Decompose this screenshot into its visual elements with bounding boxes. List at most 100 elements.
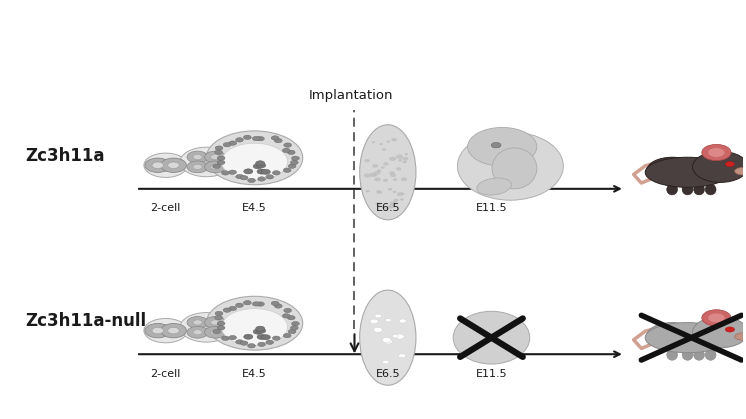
Circle shape	[187, 326, 208, 338]
Circle shape	[253, 164, 263, 169]
Circle shape	[372, 142, 375, 143]
Circle shape	[272, 136, 279, 140]
Circle shape	[223, 142, 231, 147]
Ellipse shape	[647, 157, 698, 183]
Circle shape	[272, 171, 280, 175]
Circle shape	[257, 169, 266, 174]
Circle shape	[282, 148, 290, 153]
Circle shape	[377, 191, 380, 192]
Circle shape	[401, 178, 407, 181]
Circle shape	[193, 164, 202, 169]
Circle shape	[217, 156, 225, 160]
Circle shape	[491, 142, 501, 148]
Circle shape	[258, 342, 266, 347]
Circle shape	[222, 143, 287, 180]
Circle shape	[398, 193, 403, 196]
Circle shape	[215, 316, 222, 320]
Circle shape	[213, 329, 220, 334]
Circle shape	[283, 334, 291, 338]
Ellipse shape	[694, 184, 704, 195]
Circle shape	[403, 161, 407, 163]
Circle shape	[152, 327, 163, 334]
Circle shape	[370, 173, 377, 177]
Circle shape	[160, 323, 186, 338]
Circle shape	[217, 326, 225, 330]
Circle shape	[283, 168, 291, 172]
Ellipse shape	[360, 290, 416, 385]
Text: E11.5: E11.5	[476, 203, 507, 213]
Circle shape	[248, 344, 255, 348]
Circle shape	[365, 159, 369, 162]
Text: E4.5: E4.5	[242, 369, 267, 379]
Circle shape	[236, 340, 243, 344]
Circle shape	[405, 153, 408, 155]
Circle shape	[222, 171, 229, 175]
Circle shape	[390, 174, 396, 177]
Circle shape	[215, 150, 222, 154]
Circle shape	[377, 170, 381, 172]
Text: Zc3h11a-null: Zc3h11a-null	[25, 312, 146, 330]
Circle shape	[366, 190, 369, 192]
Circle shape	[261, 335, 270, 340]
Circle shape	[398, 159, 402, 161]
Circle shape	[386, 339, 392, 342]
Circle shape	[692, 317, 746, 348]
Circle shape	[236, 303, 243, 308]
Circle shape	[168, 327, 179, 334]
Circle shape	[382, 337, 391, 342]
Circle shape	[210, 330, 220, 335]
Ellipse shape	[647, 323, 698, 349]
Circle shape	[288, 329, 296, 334]
Circle shape	[372, 164, 378, 168]
Circle shape	[282, 314, 290, 318]
Circle shape	[213, 164, 220, 168]
Circle shape	[256, 326, 265, 331]
Circle shape	[395, 334, 404, 339]
Circle shape	[180, 147, 233, 177]
Circle shape	[244, 169, 253, 174]
Circle shape	[394, 199, 398, 202]
Circle shape	[725, 162, 735, 167]
Circle shape	[240, 341, 248, 345]
Ellipse shape	[645, 323, 730, 353]
Circle shape	[702, 144, 731, 160]
Text: E6.5: E6.5	[375, 369, 400, 379]
Ellipse shape	[453, 311, 530, 364]
Circle shape	[210, 164, 220, 169]
Ellipse shape	[667, 184, 677, 195]
Circle shape	[387, 141, 390, 142]
Circle shape	[193, 330, 202, 335]
Circle shape	[257, 163, 266, 168]
Circle shape	[403, 157, 408, 160]
Circle shape	[364, 174, 370, 177]
Circle shape	[290, 160, 298, 165]
Circle shape	[204, 326, 226, 338]
Circle shape	[229, 141, 236, 145]
Circle shape	[229, 336, 236, 340]
Circle shape	[215, 311, 223, 316]
Ellipse shape	[705, 349, 716, 360]
Circle shape	[240, 176, 248, 180]
Circle shape	[204, 151, 226, 163]
Circle shape	[243, 300, 251, 305]
Circle shape	[385, 208, 389, 210]
Circle shape	[287, 150, 295, 155]
Circle shape	[217, 160, 225, 165]
Circle shape	[287, 316, 295, 320]
Text: E6.5: E6.5	[375, 203, 400, 213]
Circle shape	[283, 143, 292, 147]
Ellipse shape	[682, 349, 693, 360]
Circle shape	[382, 149, 386, 150]
Circle shape	[257, 334, 266, 339]
Circle shape	[390, 202, 396, 205]
Circle shape	[381, 166, 384, 168]
Text: Implantation: Implantation	[309, 89, 393, 102]
Circle shape	[275, 304, 282, 308]
Ellipse shape	[705, 184, 716, 195]
Circle shape	[288, 164, 296, 168]
Circle shape	[388, 188, 392, 190]
Text: E4.5: E4.5	[242, 203, 267, 213]
Circle shape	[272, 336, 280, 340]
Circle shape	[215, 146, 223, 150]
Ellipse shape	[735, 333, 746, 340]
